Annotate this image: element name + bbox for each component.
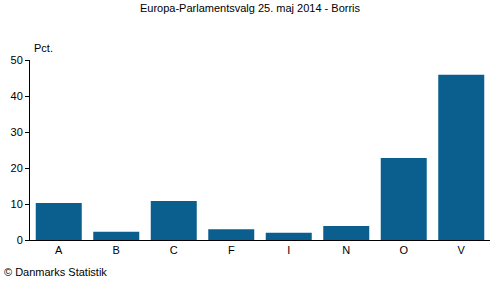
svg-text:30: 30	[11, 126, 23, 138]
svg-text:Pct.: Pct.	[34, 42, 53, 54]
svg-text:50: 50	[11, 54, 23, 66]
svg-text:40: 40	[11, 90, 23, 102]
svg-text:A: A	[55, 244, 63, 256]
svg-text:Europa-Parlamentsvalg 25. maj: Europa-Parlamentsvalg 25. maj 2014 - Bor…	[140, 2, 361, 14]
svg-text:20: 20	[11, 162, 23, 174]
svg-text:O: O	[399, 244, 408, 256]
svg-text:C: C	[170, 244, 178, 256]
svg-text:0: 0	[17, 234, 23, 246]
svg-text:© Danmarks Statistik: © Danmarks Statistik	[4, 266, 107, 278]
svg-text:B: B	[113, 244, 120, 256]
svg-text:V: V	[458, 244, 466, 256]
svg-text:I: I	[287, 244, 290, 256]
svg-text:10: 10	[11, 198, 23, 210]
svg-text:N: N	[342, 244, 350, 256]
svg-text:F: F	[228, 244, 235, 256]
